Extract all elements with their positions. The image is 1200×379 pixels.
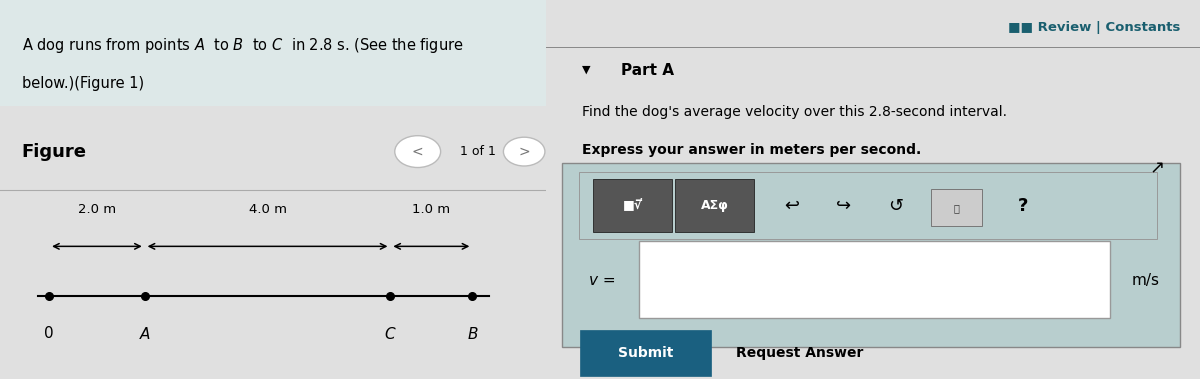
- FancyBboxPatch shape: [930, 189, 983, 226]
- Text: ↪: ↪: [836, 197, 851, 215]
- Text: Express your answer in meters per second.: Express your answer in meters per second…: [582, 143, 922, 157]
- FancyBboxPatch shape: [593, 179, 672, 232]
- Text: ↗: ↗: [1150, 160, 1165, 178]
- FancyBboxPatch shape: [563, 163, 1181, 347]
- Text: below.)(Figure 1): below.)(Figure 1): [22, 76, 144, 91]
- FancyBboxPatch shape: [638, 241, 1110, 318]
- Text: A dog runs from points $A$  to $B$  to $C$  in 2.8 s. (See the figure: A dog runs from points $A$ to $B$ to $C$…: [22, 36, 463, 55]
- FancyBboxPatch shape: [580, 330, 712, 376]
- Text: ⎕: ⎕: [954, 203, 960, 213]
- Text: 4.0 m: 4.0 m: [248, 203, 287, 216]
- Text: ▼: ▼: [582, 65, 590, 75]
- Text: $B$: $B$: [467, 326, 478, 342]
- Text: 1.0 m: 1.0 m: [413, 203, 450, 216]
- Text: m/s: m/s: [1132, 273, 1159, 288]
- Text: Request Answer: Request Answer: [736, 346, 863, 360]
- Text: AΣφ: AΣφ: [701, 199, 728, 212]
- FancyBboxPatch shape: [674, 179, 754, 232]
- Text: 0: 0: [44, 326, 54, 341]
- Text: Figure: Figure: [22, 143, 86, 161]
- Text: Find the dog's average velocity over this 2.8-second interval.: Find the dog's average velocity over thi…: [582, 105, 1007, 119]
- Text: ↩: ↩: [784, 197, 799, 215]
- Text: ?: ?: [1019, 197, 1028, 215]
- Text: Submit: Submit: [618, 346, 673, 360]
- FancyBboxPatch shape: [578, 172, 1158, 239]
- Text: $C$: $C$: [384, 326, 397, 342]
- Text: <: <: [412, 145, 424, 158]
- Text: $A$: $A$: [138, 326, 151, 342]
- Text: 1 of 1: 1 of 1: [460, 145, 496, 158]
- Text: 2.0 m: 2.0 m: [78, 203, 116, 216]
- Circle shape: [395, 136, 440, 168]
- Text: v =: v =: [588, 273, 616, 288]
- Text: ■√̅: ■√̅: [623, 199, 643, 212]
- FancyBboxPatch shape: [0, 0, 546, 106]
- Text: Part A: Part A: [622, 63, 674, 78]
- Text: ↺: ↺: [888, 197, 904, 215]
- Text: >: >: [518, 145, 530, 158]
- Text: ■■ Review | Constants: ■■ Review | Constants: [1008, 21, 1181, 34]
- Circle shape: [504, 137, 545, 166]
